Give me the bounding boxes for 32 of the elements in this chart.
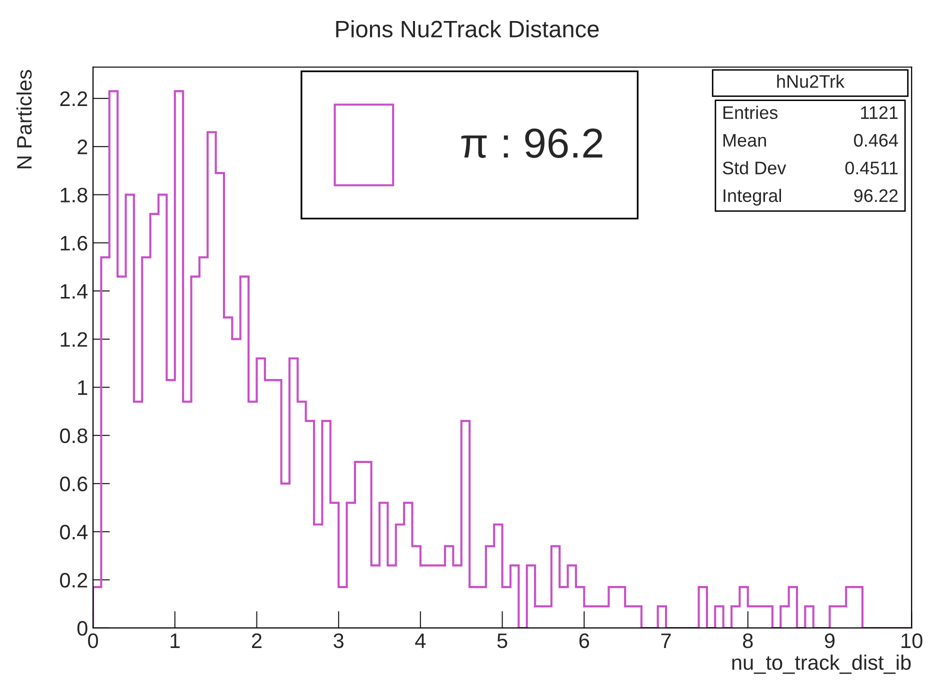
x-tick-label: 0: [88, 633, 98, 648]
y-tick-label: 0.2: [60, 572, 88, 588]
y-tick-label: 0.6: [60, 476, 88, 492]
y-tick-label: 1.4: [60, 284, 88, 299]
legend-label: π : 96.2: [461, 128, 602, 158]
text: Std Dev 0.4511: [722, 161, 898, 174]
x-tick-label: 10: [902, 633, 922, 648]
y-tick-label: 1.8: [60, 188, 88, 202]
text: Integral 96.22: [724, 188, 898, 206]
x-tick-label: 2: [252, 633, 262, 648]
x-tick-label: 6: [579, 633, 590, 648]
y-tick-label: 0.8: [60, 428, 88, 444]
x-tick-label: 8: [742, 633, 753, 648]
y-tick-label: 1.6: [60, 236, 88, 251]
x-tick-label: 9: [824, 633, 835, 648]
y-tick-label: 2.2: [60, 91, 88, 106]
text: Mean 0.464: [723, 134, 898, 147]
x-tick-label: 4: [415, 634, 426, 648]
x-axis-title: nu_to_track_dist_ib: [732, 654, 911, 674]
y-axis-title: N Particles: [16, 70, 32, 168]
x-tick-label: 5: [497, 634, 508, 648]
annotation: hNu2Trk: [777, 74, 845, 88]
x-tick-label: 3: [334, 633, 344, 648]
y-tick-label: 1.2: [60, 332, 88, 347]
y-tick-label: 2: [78, 140, 88, 154]
y-tick-label: 0: [77, 620, 88, 636]
x-tick-label: 1: [170, 634, 180, 648]
y-tick-label: 0.4: [60, 524, 88, 540]
x-tick-label: 7: [661, 634, 671, 648]
text: Entries 1121: [723, 106, 898, 120]
y-tick-label: 1: [78, 380, 88, 395]
chart-title: Pions Nu2Track Distance: [336, 20, 599, 38]
